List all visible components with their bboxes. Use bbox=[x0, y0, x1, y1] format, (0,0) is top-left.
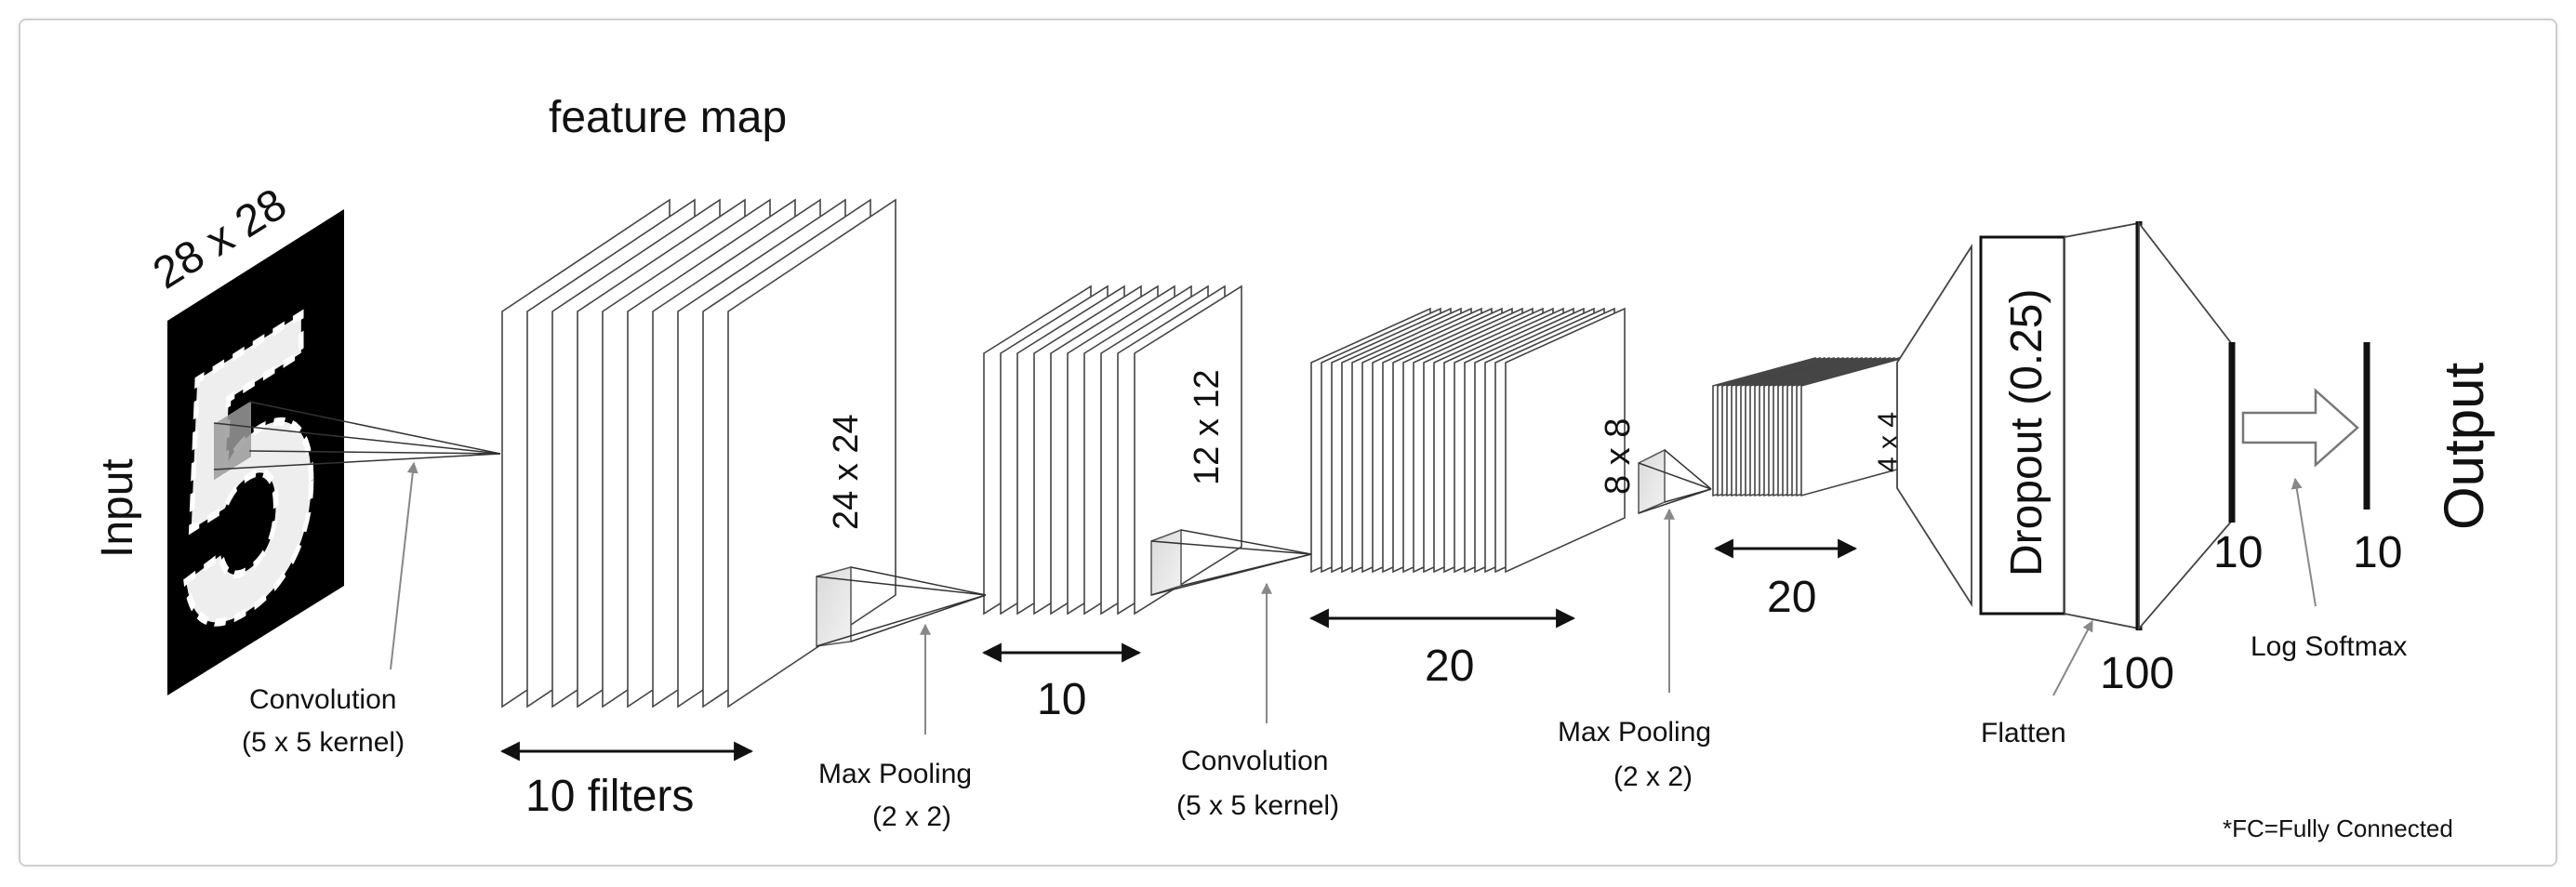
pool1-count-label: 10 bbox=[1037, 675, 1086, 724]
stack2-plane bbox=[1134, 285, 1242, 616]
conv1-size-label: 24 x 24 bbox=[827, 414, 866, 530]
pool2-op-line1: Max Pooling bbox=[1558, 717, 1711, 748]
conv1-count-label: 10 filters bbox=[525, 772, 694, 821]
page-title: feature map bbox=[549, 93, 787, 142]
fc2-count-label: 10 bbox=[2213, 528, 2263, 577]
pool2-count-label: 20 bbox=[1767, 573, 1816, 622]
conv1-kernel-projection bbox=[213, 401, 501, 470]
fc1-count-label: 100 bbox=[2100, 649, 2174, 698]
pool1-feature-maps bbox=[983, 285, 1242, 616]
conv2-window bbox=[1150, 528, 1312, 597]
softmax-annotation: Log Softmax bbox=[2251, 477, 2407, 662]
pool2-window bbox=[1638, 448, 1712, 515]
flatten-annotation: Flatten bbox=[1981, 619, 2093, 748]
conv2-feature-maps bbox=[1310, 307, 1626, 574]
input-digit: 5 bbox=[179, 223, 318, 732]
conv2-op-line2: (5 x 5 kernel) bbox=[1176, 790, 1339, 821]
pool1-op-line2: (2 x 2) bbox=[872, 801, 951, 832]
conv1-op-line2: (5 x 5 kernel) bbox=[242, 727, 405, 758]
pool1-annotation: Max Pooling (2 x 2) bbox=[818, 623, 972, 832]
pool2-annotation: Max Pooling (2 x 2) bbox=[1558, 508, 1711, 792]
dropout-box bbox=[1979, 235, 2066, 616]
input-receptive-field bbox=[214, 401, 251, 481]
output-label: Output bbox=[2433, 363, 2495, 530]
stack3-plane bbox=[1505, 307, 1626, 574]
conv2-annotation: Convolution (5 x 5 kernel) bbox=[1176, 582, 1339, 821]
conv1-feature-maps bbox=[501, 198, 896, 708]
flatten-label: Flatten bbox=[1981, 718, 2066, 748]
dropout-label: Dropout (0.25) bbox=[2002, 289, 2052, 577]
softmax-label: Log Softmax bbox=[2251, 631, 2407, 662]
pool2-op-line2: (2 x 2) bbox=[1613, 761, 1693, 792]
conv1-annotation: Convolution (5 x 5 kernel) bbox=[242, 461, 418, 758]
conv2-op-line1: Convolution bbox=[1181, 746, 1328, 776]
pool1-window bbox=[816, 566, 987, 647]
conv2-count-label: 20 bbox=[1425, 642, 1474, 691]
footnote: *FC=Fully Connected bbox=[2223, 814, 2453, 842]
conv1-op-line1: Convolution bbox=[249, 684, 396, 715]
pool1-size-label: 12 x 12 bbox=[1188, 369, 1227, 485]
output-arrow bbox=[2241, 388, 2359, 468]
fc-block bbox=[1896, 220, 2370, 631]
input-label: Input bbox=[93, 458, 142, 558]
input-image: 5 bbox=[167, 209, 344, 735]
pool1-op-line1: Max Pooling bbox=[818, 759, 972, 789]
pool2-feature-maps bbox=[1712, 356, 1905, 497]
output-count-label: 10 bbox=[2353, 528, 2402, 577]
conv2-size-label: 8 x 8 bbox=[1599, 418, 1638, 495]
